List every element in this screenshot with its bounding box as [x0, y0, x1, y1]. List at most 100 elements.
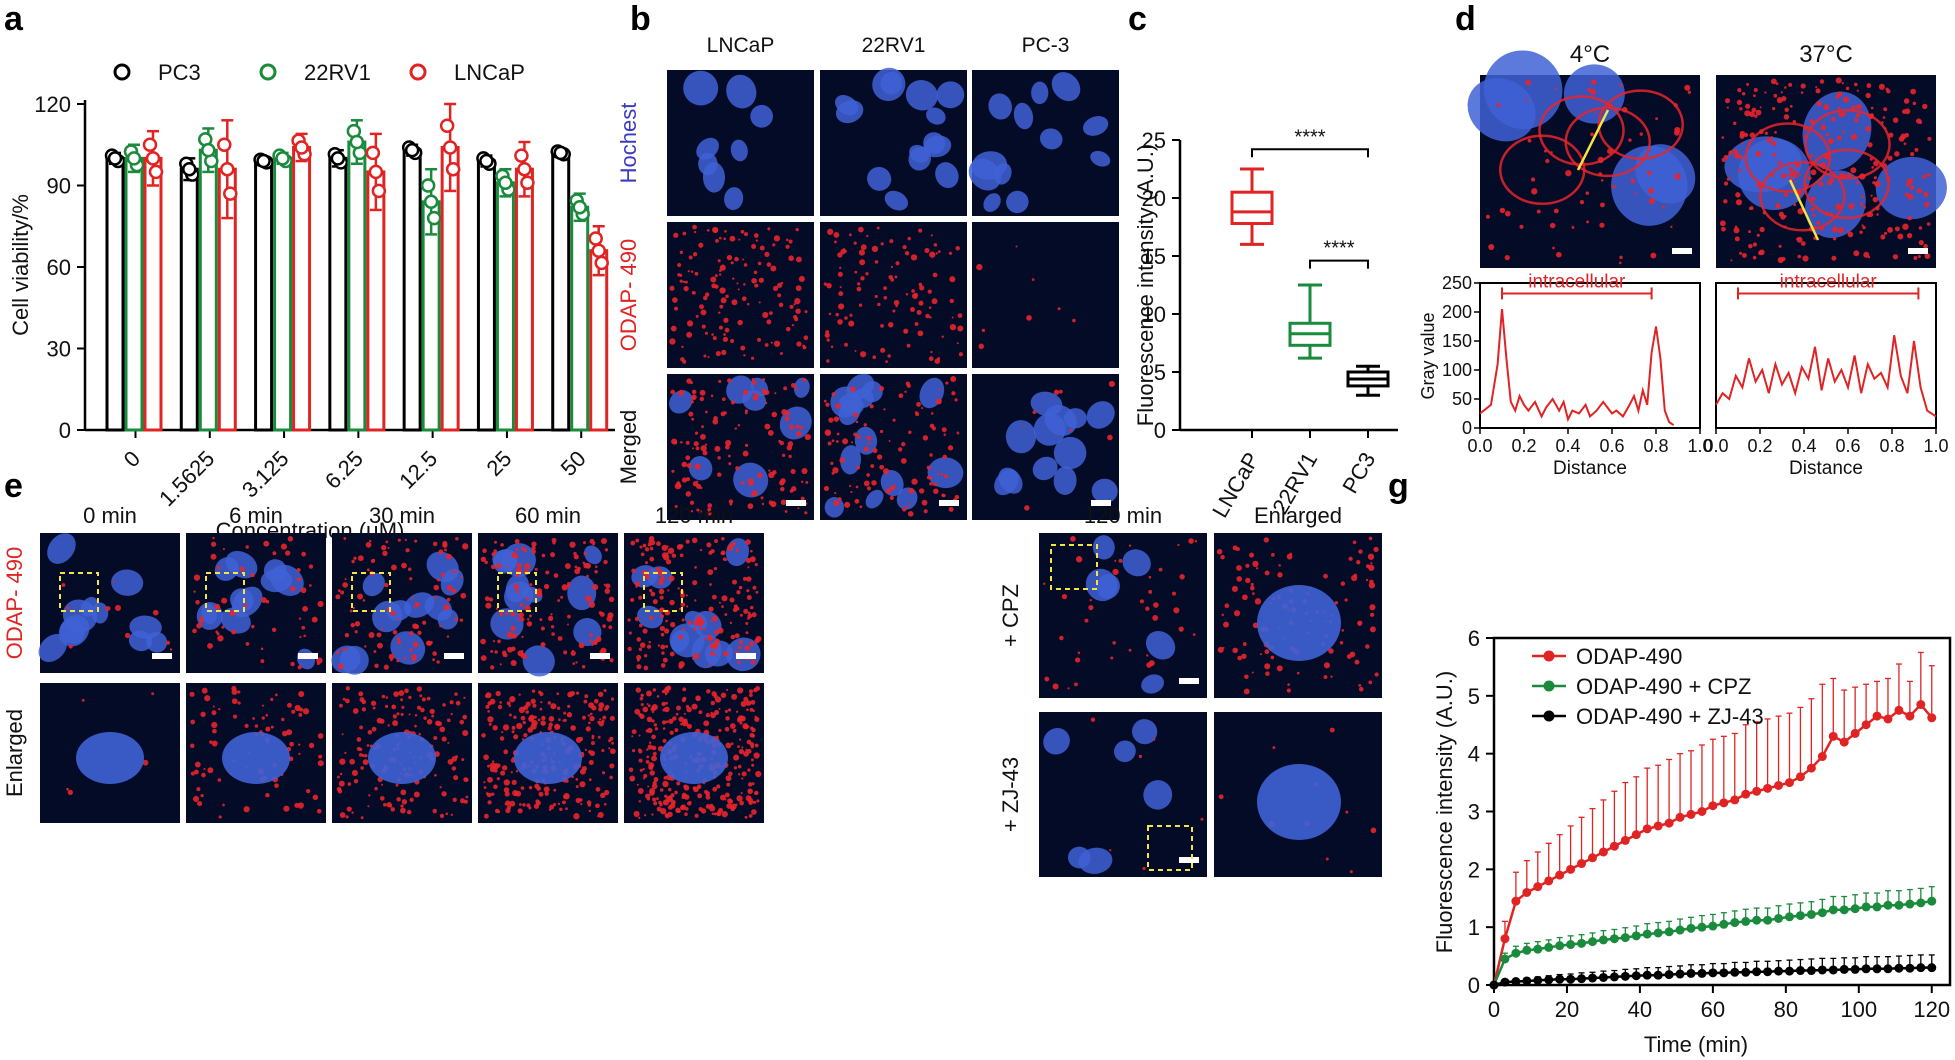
micrograph-tile [667, 222, 814, 368]
red-puncta [751, 763, 755, 767]
red-puncta [483, 781, 486, 784]
red-puncta [795, 227, 799, 232]
red-puncta [1646, 170, 1652, 176]
data-point [1861, 720, 1871, 730]
red-puncta [1748, 207, 1752, 210]
red-puncta [928, 356, 934, 362]
red-puncta [788, 454, 792, 459]
nucleus [865, 489, 884, 509]
data-point [1806, 966, 1816, 976]
plot-frame [1715, 282, 1937, 429]
red-puncta [199, 618, 205, 624]
red-puncta [660, 644, 666, 650]
red-puncta [1726, 106, 1729, 109]
red-puncta [1178, 626, 1184, 632]
red-puncta [1236, 547, 1240, 551]
red-puncta [351, 559, 355, 564]
data-point [1817, 908, 1827, 918]
red-puncta [898, 393, 904, 399]
red-puncta [337, 589, 341, 593]
red-puncta [1770, 136, 1774, 139]
red-puncta [717, 456, 721, 460]
red-puncta [742, 576, 747, 581]
red-puncta [844, 316, 848, 320]
red-puncta [1880, 234, 1886, 240]
red-puncta [515, 548, 519, 552]
red-puncta [753, 752, 760, 759]
red-puncta [1859, 202, 1864, 206]
red-puncta [514, 539, 520, 544]
data-point [1894, 705, 1904, 715]
red-puncta [727, 454, 731, 458]
red-puncta [661, 651, 665, 655]
red-puncta [1251, 671, 1254, 674]
red-puncta [657, 644, 661, 647]
red-puncta [1867, 255, 1871, 259]
red-puncta [586, 574, 589, 578]
red-puncta [1496, 103, 1501, 108]
data-point [1522, 976, 1532, 986]
red-puncta [547, 615, 554, 621]
red-puncta [670, 793, 675, 798]
red-puncta [744, 724, 749, 730]
red-puncta [656, 695, 660, 698]
red-puncta [934, 358, 941, 364]
red-puncta [1771, 140, 1777, 147]
data-point [1500, 954, 1510, 964]
data-point [1795, 911, 1805, 921]
red-puncta [525, 597, 529, 601]
red-puncta [764, 343, 769, 347]
red-puncta [826, 359, 830, 363]
red-puncta [711, 333, 714, 336]
red-puncta [1923, 243, 1928, 249]
red-puncta [734, 803, 738, 807]
red-puncta [885, 360, 888, 363]
red-puncta [1024, 505, 1030, 511]
red-puncta [349, 609, 353, 613]
red-puncta [892, 418, 896, 422]
red-puncta [587, 714, 591, 717]
red-puncta [231, 629, 237, 635]
red-puncta [1812, 213, 1816, 217]
red-puncta [744, 815, 748, 819]
red-puncta [524, 563, 531, 570]
red-puncta [1519, 224, 1524, 229]
red-puncta [1112, 568, 1119, 575]
nucleus [1085, 568, 1118, 602]
red-puncta [737, 645, 742, 650]
red-puncta [706, 228, 710, 232]
red-puncta [842, 438, 849, 445]
red-puncta [745, 539, 751, 545]
red-puncta [1721, 226, 1726, 232]
red-puncta [802, 344, 806, 348]
y-axis-label: Fluorescence intensity (A.U.) [1133, 144, 1158, 426]
red-puncta [717, 627, 724, 634]
red-puncta [1600, 179, 1604, 182]
red-puncta [1241, 594, 1248, 601]
data-point [1620, 933, 1630, 943]
red-puncta [1853, 250, 1860, 257]
red-puncta [742, 258, 745, 261]
nucleus [490, 608, 524, 640]
red-puncta [751, 380, 757, 386]
red-puncta [1272, 746, 1276, 750]
red-puncta [669, 599, 675, 606]
red-puncta [681, 461, 688, 468]
red-puncta [879, 464, 885, 470]
red-puncta [1328, 648, 1334, 654]
red-puncta [722, 557, 727, 561]
red-puncta [272, 551, 277, 556]
micrograph-tile [820, 222, 967, 368]
red-puncta [260, 659, 265, 663]
red-puncta [1842, 96, 1850, 103]
red-puncta [1759, 226, 1765, 233]
red-puncta [876, 226, 880, 230]
red-puncta [1788, 166, 1794, 172]
data-point [1577, 859, 1587, 869]
red-puncta [441, 791, 447, 797]
red-puncta [799, 425, 804, 430]
red-puncta [770, 265, 777, 272]
red-puncta [713, 416, 718, 421]
red-puncta [602, 715, 607, 720]
red-puncta [574, 565, 578, 569]
